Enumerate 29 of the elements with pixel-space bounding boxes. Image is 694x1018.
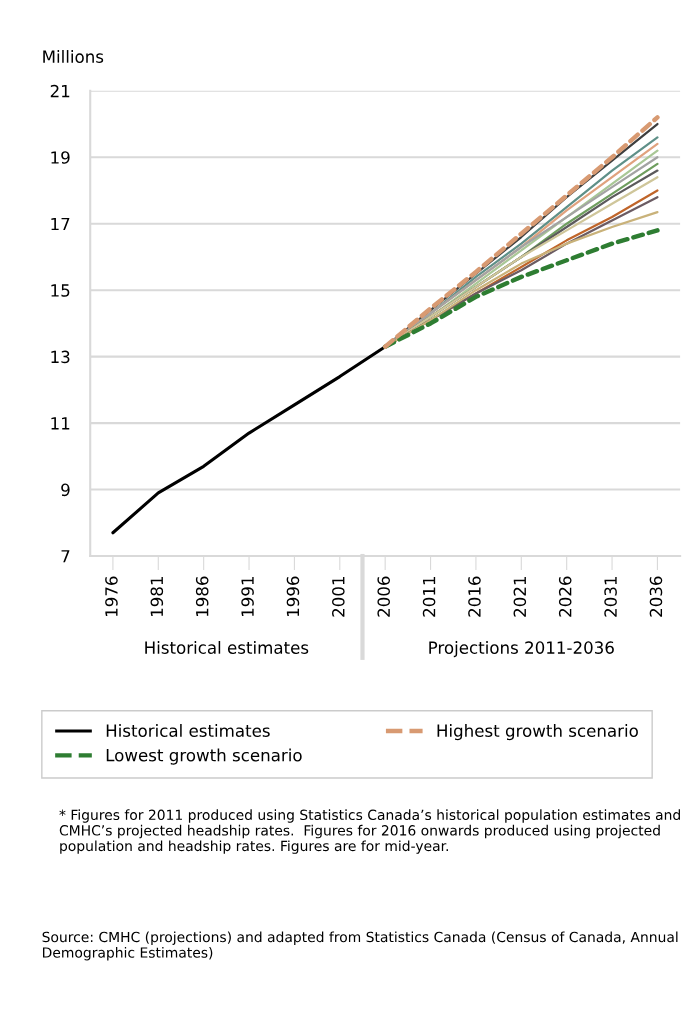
x-tick-label: 2001	[332, 577, 345, 617]
y-tick-label: 21	[50, 84, 70, 98]
text: Historical estimates	[145, 641, 309, 654]
x-tick-label: 1976	[105, 576, 118, 617]
legend-label: Historical estimates	[106, 724, 270, 737]
legend-label: Lowest growth scenario	[106, 748, 302, 765]
legend-label: Highest growth scenario	[437, 724, 638, 741]
x-tick-label: 1981	[150, 577, 164, 617]
y-tick-label: 11	[51, 417, 70, 430]
x-tick-label: 2031	[604, 577, 617, 617]
y-tick-label: 13	[51, 350, 70, 364]
x-tick-label: 2006	[377, 576, 391, 617]
y-tick-label: 17	[51, 217, 70, 231]
x-tick-label: 2011	[422, 577, 436, 617]
y-tick-label: 19	[51, 151, 70, 164]
x-tick-label: 2021	[513, 577, 527, 617]
x-tick-label: 1986	[195, 576, 209, 617]
x-tick-label: 2036	[649, 576, 663, 617]
text: Projections 2011-2036	[429, 641, 614, 658]
x-tick-label: 1991	[241, 577, 254, 617]
y-tick-label: 15	[51, 284, 70, 297]
x-tick-label: 1996	[286, 576, 300, 617]
y-tick-label: 9	[61, 483, 70, 497]
y-axis-title: Millions	[43, 50, 104, 63]
x-tick-label: 2026	[558, 576, 572, 617]
y-tick-label: 7	[61, 550, 70, 563]
x-tick-label: 2016	[468, 576, 481, 617]
source-note: Source: CMHC (projections) and adapted from Statistics Canada (Census of Canada, Annual Demographic Estimates)	[42, 931, 678, 961]
text: * Figures for 2011 produced using Statistics Canada’s historical population estimates and CMHC’s projected headship rates. Figures for 2016 onwards produced using projected population and headship rates. Figures are for mid-year.	[59, 809, 680, 854]
